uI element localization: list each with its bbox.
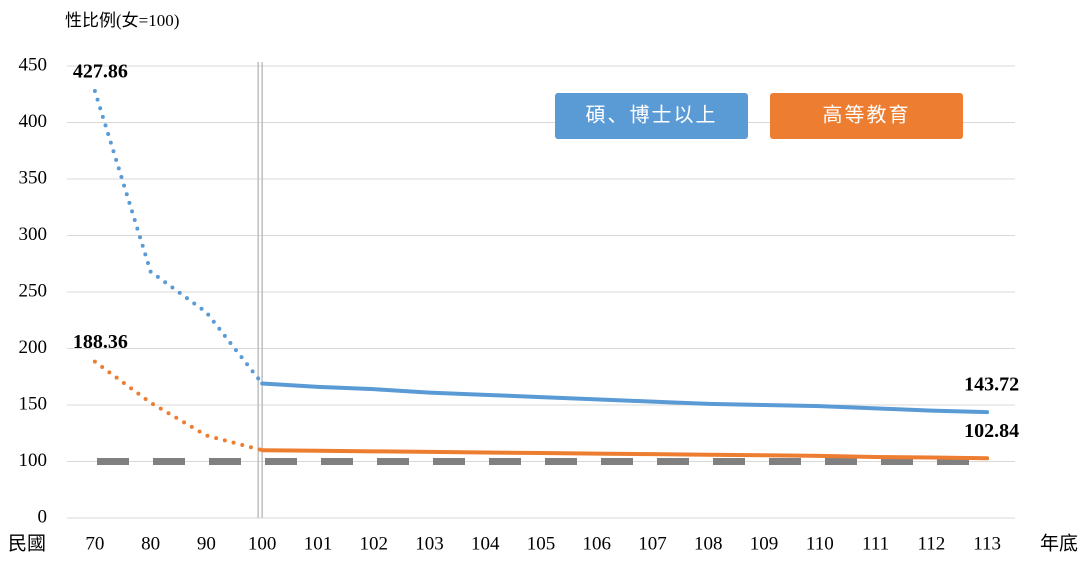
x-tick-label: 103 [415, 533, 444, 554]
data-label: 143.72 [964, 374, 1019, 396]
x-tick-label: 80 [141, 533, 160, 554]
x-tick-label: 110 [806, 533, 834, 554]
x-tick-label: 101 [304, 533, 333, 554]
data-label: 188.36 [73, 331, 128, 353]
x-tick-label: 113 [973, 533, 1001, 554]
series-line [260, 448, 990, 461]
x-tick-label: 112 [917, 533, 945, 554]
data-label: 102.84 [964, 420, 1019, 442]
legend-box [555, 93, 748, 139]
legend-label: 高等教育 [823, 104, 911, 127]
legend-label: 碩、博士以上 [586, 104, 718, 127]
y-tick-label: 200 [19, 337, 48, 358]
x-tick-label: 107 [638, 533, 667, 554]
x-tick-label: 106 [583, 533, 612, 554]
x-tick-label: 109 [750, 533, 779, 554]
series-line [92, 89, 265, 386]
y-axis-title: 性比例(女=100) [65, 11, 179, 30]
y-tick-label: 0 [38, 506, 48, 527]
x-tick-label: 100 [248, 533, 277, 554]
y-tick-label: 250 [19, 280, 48, 301]
x-tick-label: 111 [862, 533, 889, 554]
legend-box [770, 93, 963, 139]
x-tick-label: 104 [471, 533, 500, 554]
x-tick-label: 70 [85, 533, 104, 554]
x-axis-right-label: 年底 [1040, 532, 1078, 554]
series-line [260, 381, 990, 415]
y-tick-label: 100 [19, 450, 48, 471]
data-label: 427.86 [73, 61, 128, 83]
x-tick-label: 105 [527, 533, 556, 554]
x-tick-label: 90 [197, 533, 216, 554]
x-tick-label: 108 [694, 533, 723, 554]
y-tick-label: 150 [19, 393, 48, 414]
x-tick-label: 102 [359, 533, 388, 554]
y-tick-label: 400 [19, 111, 48, 132]
y-tick-label: 450 [19, 54, 48, 75]
y-tick-label: 350 [19, 167, 48, 188]
series-line [92, 359, 265, 453]
x-axis-left-label: 民國 [8, 533, 46, 554]
y-tick-label: 300 [19, 224, 48, 245]
